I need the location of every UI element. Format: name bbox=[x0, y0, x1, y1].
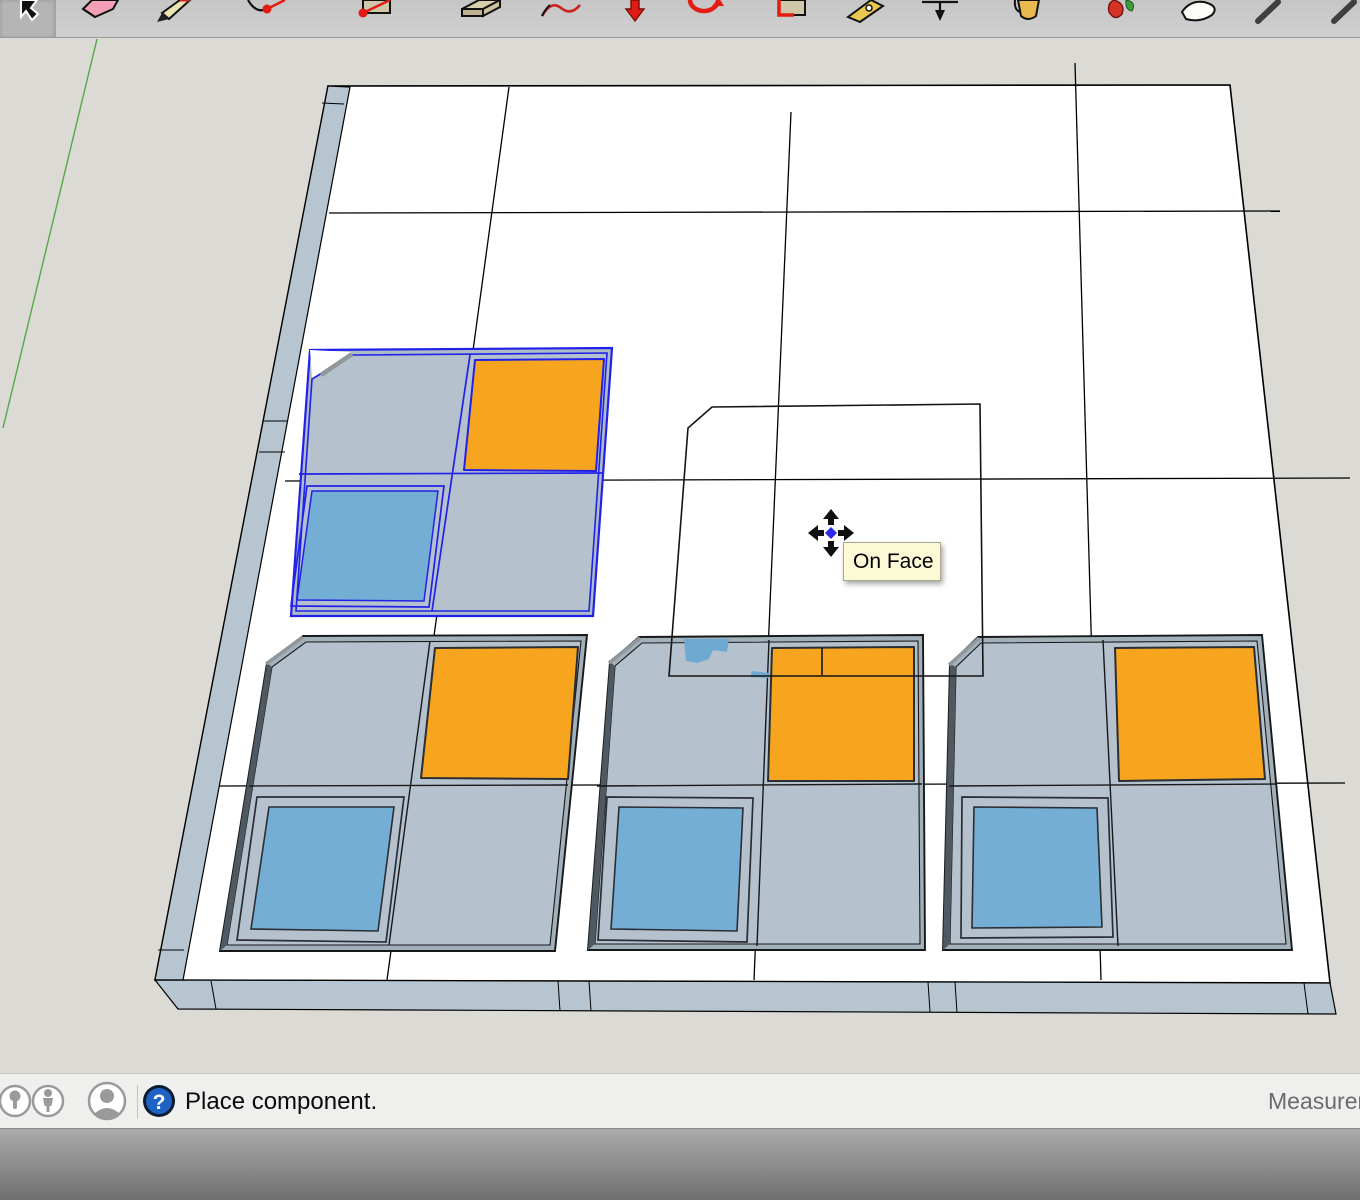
axes-tool-button[interactable] bbox=[1092, 0, 1148, 37]
rectangle-icon bbox=[358, 0, 391, 18]
plane-front-face bbox=[153, 979, 1337, 1015]
tile-module-d[interactable] bbox=[942, 634, 1294, 951]
magnifier-handle-icon bbox=[1331, 0, 1357, 24]
tape-measure-icon bbox=[845, 0, 885, 24]
eraser-icon bbox=[81, 0, 120, 19]
help-icon[interactable]: ? bbox=[141, 1083, 177, 1119]
measurements-label: Measurements bbox=[1268, 1088, 1360, 1114]
scale-tool-button[interactable] bbox=[762, 0, 818, 37]
select-tool-button[interactable] bbox=[0, 0, 56, 37]
orange-tile[interactable] bbox=[420, 646, 579, 780]
freehand-tool-button[interactable] bbox=[532, 0, 588, 37]
blue-tile[interactable] bbox=[610, 806, 744, 932]
scene-svg bbox=[2, 39, 1351, 1015]
person-icon[interactable] bbox=[30, 1083, 66, 1119]
arc-icon bbox=[247, 0, 286, 14]
push-pull-tool-button[interactable] bbox=[452, 0, 508, 37]
blue-tile-recess bbox=[290, 485, 445, 608]
blue-tile[interactable] bbox=[296, 490, 439, 602]
corner-clip-edge bbox=[319, 352, 354, 377]
main-toolbar bbox=[0, 0, 1360, 38]
module-divider-v bbox=[431, 354, 471, 612]
rotate-arrow-icon bbox=[687, 0, 724, 14]
corner-clip-edge bbox=[607, 636, 642, 665]
magnifier-handle-icon bbox=[1255, 0, 1281, 24]
status-message: Place component. bbox=[185, 1088, 378, 1115]
component-ghost-outline bbox=[668, 403, 984, 677]
tape-measure-tool-button[interactable] bbox=[837, 0, 893, 37]
cursor-arrow-left bbox=[808, 525, 824, 541]
blue-tile-recess bbox=[597, 796, 754, 943]
svg-text:?: ? bbox=[153, 1091, 166, 1114]
blue-tile[interactable] bbox=[250, 806, 395, 932]
orbit-icon bbox=[1180, 0, 1216, 22]
eraser-tool-button[interactable] bbox=[72, 0, 128, 37]
blue-tile-recess bbox=[236, 796, 405, 943]
module-divider-v bbox=[1102, 639, 1119, 947]
corner-clip-white bbox=[310, 350, 352, 378]
status-bar: ? Place component. Measurements bbox=[0, 1073, 1360, 1128]
tile-module-selected[interactable] bbox=[289, 346, 614, 618]
orbit-tool-button[interactable] bbox=[1172, 0, 1228, 37]
module-divider-v bbox=[756, 639, 770, 947]
blue-paint-patch bbox=[684, 639, 729, 663]
inference-tooltip: On Face bbox=[843, 542, 941, 581]
cursor-arrow-down bbox=[823, 541, 839, 557]
cursor-arrow-up bbox=[823, 509, 839, 525]
move-tool-button[interactable] bbox=[607, 0, 663, 37]
freehand-curve-icon bbox=[540, 4, 582, 17]
rotate-tool-button[interactable] bbox=[678, 0, 734, 37]
arc-tool-button[interactable] bbox=[238, 0, 294, 37]
module-divider-v bbox=[388, 640, 431, 946]
module-left-shade bbox=[943, 664, 956, 950]
cursor-arrow-right bbox=[838, 525, 854, 541]
move-arrow-icon bbox=[624, 0, 646, 23]
zoom-extents-tool-button[interactable] bbox=[1318, 0, 1360, 37]
select-arrow-icon bbox=[20, 0, 40, 22]
scale-box-icon bbox=[777, 0, 806, 17]
tile-module-b[interactable] bbox=[218, 634, 589, 952]
green-axis-line bbox=[2, 39, 98, 429]
module-divider-h bbox=[948, 783, 1278, 787]
grid-line-h1 bbox=[328, 210, 1281, 214]
module-left-shade bbox=[220, 663, 272, 951]
module-divider-h bbox=[298, 472, 603, 475]
window-bottom-edge bbox=[0, 1128, 1360, 1200]
paint-bucket-icon bbox=[1013, 0, 1041, 20]
module-left-shade bbox=[588, 662, 615, 950]
zoom-tool-button[interactable] bbox=[1240, 0, 1296, 37]
modeling-viewport[interactable]: On Face bbox=[0, 39, 1360, 1073]
geolocation-icon[interactable] bbox=[0, 1083, 33, 1119]
paint-bucket-tool-button[interactable] bbox=[1000, 0, 1056, 37]
move-cursor bbox=[808, 509, 854, 557]
pencil-icon bbox=[157, 0, 192, 22]
corner-clip-edge bbox=[947, 636, 981, 667]
line-tool-button[interactable] bbox=[146, 0, 202, 37]
status-divider bbox=[137, 1085, 138, 1119]
tile-module-c[interactable] bbox=[586, 634, 926, 951]
dimension-icon bbox=[922, 0, 958, 21]
cursor-center-diamond bbox=[825, 527, 837, 539]
module-divider-h bbox=[596, 783, 923, 787]
orange-tile[interactable] bbox=[463, 358, 605, 472]
corner-clip-edge bbox=[264, 635, 305, 666]
blue-tile-recess bbox=[960, 796, 1114, 939]
module-divider-h bbox=[248, 784, 569, 787]
rectangle-tool-button[interactable] bbox=[346, 0, 402, 37]
axes-icon bbox=[1107, 0, 1134, 19]
curb-joint-ticks bbox=[158, 102, 1309, 1015]
dimension-tool-button[interactable] bbox=[912, 0, 968, 37]
sign-in-avatar-icon[interactable] bbox=[86, 1080, 128, 1122]
orange-tile[interactable] bbox=[767, 646, 915, 782]
blue-tile[interactable] bbox=[971, 806, 1103, 929]
push-pull-box-icon bbox=[461, 0, 501, 18]
orange-tile[interactable] bbox=[1114, 646, 1266, 782]
